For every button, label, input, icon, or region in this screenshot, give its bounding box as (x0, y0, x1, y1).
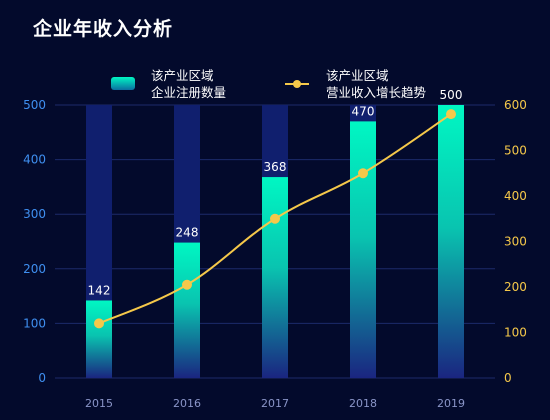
y-right-tick-label: 400 (504, 189, 527, 203)
y-left-tick-label: 200 (23, 262, 46, 276)
x-tick-label: 2018 (349, 397, 377, 410)
line-series (94, 109, 456, 329)
y-axis-left: 0 100 200 300 400 500 (23, 98, 46, 385)
y-left-tick-label: 400 (23, 153, 46, 167)
bar[interactable] (438, 105, 464, 378)
y-right-tick-label: 500 (504, 144, 527, 158)
x-tick-label: 2016 (173, 397, 201, 410)
y-left-tick-label: 300 (23, 207, 46, 221)
trend-point[interactable] (358, 168, 368, 179)
bar[interactable] (262, 177, 288, 378)
bar-value-label: 368 (264, 160, 287, 174)
x-axis: 2015 2016 2017 2018 2019 (85, 397, 465, 410)
legend-bar-label-line1: 该产业区域 (151, 68, 214, 83)
bar[interactable] (86, 300, 112, 378)
legend-line-label-line2: 营业收入增长趋势 (326, 85, 427, 100)
page-title: 企业年收入分析 (33, 18, 174, 40)
y-right-tick-label: 200 (504, 280, 527, 294)
bar-series (86, 105, 464, 378)
bar-value-label: 142 (88, 283, 111, 297)
bar-data-labels: 142 248 368 470 500 (88, 88, 463, 297)
trend-point[interactable] (446, 109, 456, 120)
y-axis-right: 0 100 200 300 400 500 600 (504, 98, 527, 385)
trend-point[interactable] (182, 279, 192, 290)
y-left-tick-label: 0 (38, 371, 46, 385)
y-right-tick-label: 300 (504, 235, 527, 249)
bar-value-label: 500 (440, 88, 463, 102)
x-tick-label: 2015 (85, 397, 113, 410)
bar[interactable] (174, 242, 200, 378)
y-right-tick-label: 600 (504, 98, 527, 112)
legend-bar-label-line2: 企业注册数量 (151, 85, 226, 100)
y-right-tick-label: 0 (504, 371, 512, 385)
legend-bar-swatch (111, 77, 135, 90)
x-tick-label: 2019 (437, 397, 465, 410)
legend[interactable]: 该产业区域 企业注册数量 该产业区域 营业收入增长趋势 (111, 68, 427, 100)
legend-item-line[interactable]: 该产业区域 营业收入增长趋势 (285, 68, 427, 100)
bar-value-label: 248 (176, 226, 199, 240)
legend-line-label-line1: 该产业区域 (326, 68, 389, 83)
y-left-tick-label: 100 (23, 316, 46, 330)
trend-point[interactable] (270, 213, 280, 224)
x-tick-label: 2017 (261, 397, 289, 410)
bar[interactable] (350, 121, 376, 378)
legend-item-bar[interactable]: 该产业区域 企业注册数量 (111, 68, 226, 100)
y-left-tick-label: 500 (23, 98, 46, 112)
bar-value-label: 470 (352, 104, 375, 118)
y-right-tick-label: 100 (504, 326, 527, 340)
legend-line-marker (293, 80, 301, 88)
trend-point[interactable] (94, 318, 104, 329)
